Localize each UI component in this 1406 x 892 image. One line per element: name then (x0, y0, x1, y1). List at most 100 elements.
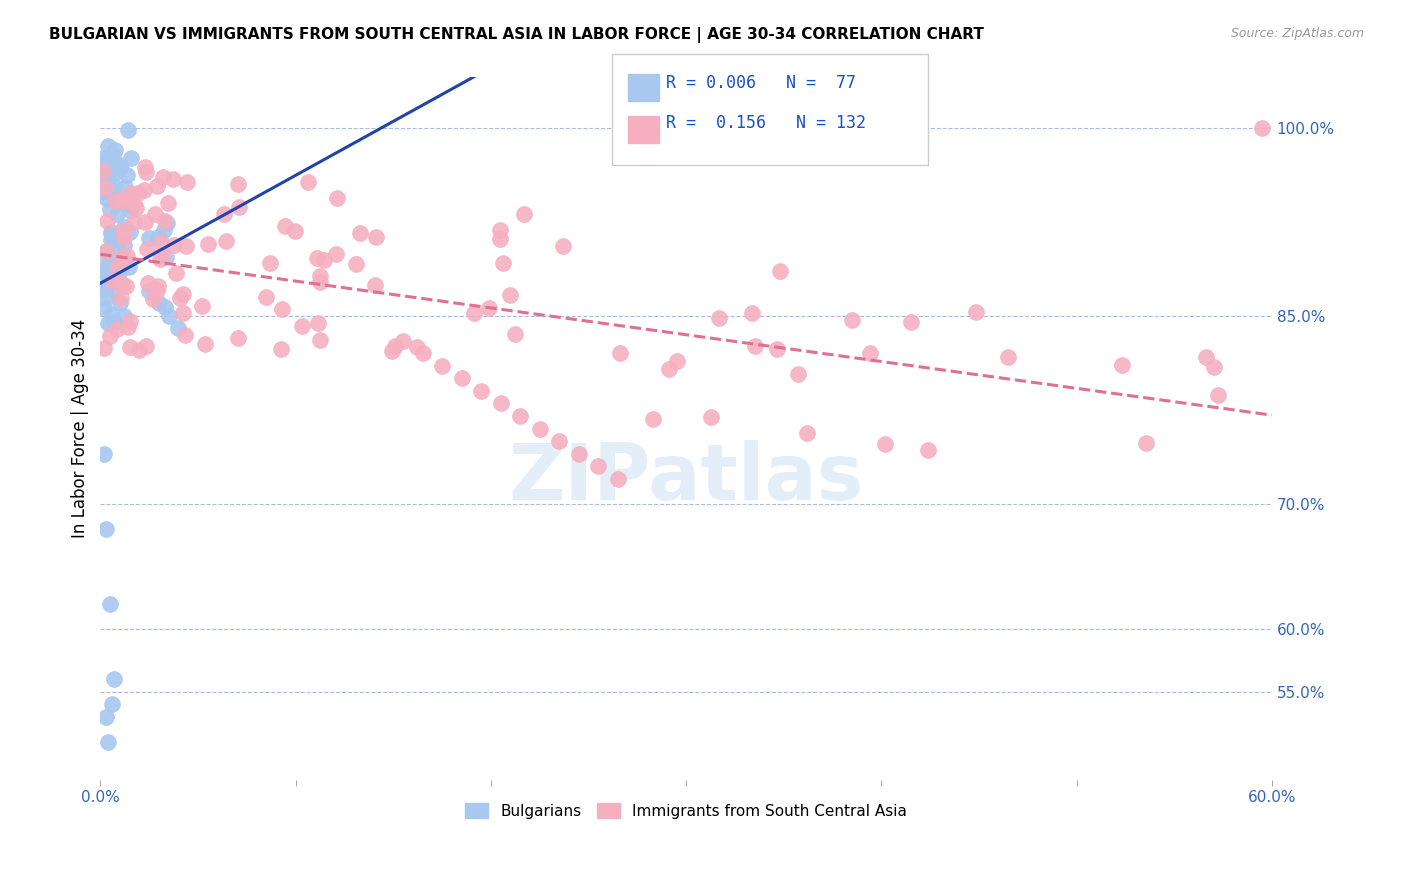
Point (283, 224, 305, 238)
Point (96, 192, 118, 206)
Point (112, 251, 135, 265)
Point (489, 223, 512, 237)
Point (548, 434, 571, 448)
Point (112, 250, 135, 264)
Point (104, 164, 127, 178)
Point (96, 710, 118, 724)
Point (142, 293, 165, 307)
Point (108, 160, 131, 174)
Point (149, 235, 172, 249)
Point (1195, 350, 1218, 364)
Point (291, 318, 314, 333)
Point (94, 181, 117, 195)
Point (215, 235, 238, 249)
Point (93, 341, 115, 355)
Point (197, 236, 219, 251)
Point (529, 421, 551, 435)
Point (117, 320, 139, 334)
Point (917, 442, 939, 457)
Point (1135, 436, 1157, 450)
Point (146, 230, 169, 244)
Point (122, 196, 145, 211)
Point (120, 203, 142, 218)
Point (381, 343, 404, 358)
Point (138, 284, 160, 298)
Point (110, 291, 132, 305)
Point (364, 229, 387, 244)
Point (150, 248, 173, 262)
Point (97, 165, 120, 179)
Point (112, 309, 135, 323)
Point (658, 361, 681, 376)
Point (104, 194, 127, 208)
Point (97, 158, 120, 172)
Point (499, 288, 522, 302)
Point (228, 200, 250, 214)
Point (96, 260, 118, 275)
Point (430, 359, 453, 373)
Text: ZIPatlas: ZIPatlas (509, 440, 863, 516)
Point (115, 249, 138, 263)
Point (172, 306, 194, 320)
Point (93, 167, 115, 181)
Point (138, 276, 160, 290)
Point (1251, 120, 1274, 135)
Point (551, 238, 574, 252)
Text: BULGARIAN VS IMMIGRANTS FROM SOUTH CENTRAL ASIA IN LABOR FORCE | AGE 30-34 CORRE: BULGARIAN VS IMMIGRANTS FROM SOUTH CENTR… (49, 27, 984, 43)
Point (128, 343, 150, 358)
Point (112, 220, 135, 235)
Point (796, 425, 818, 440)
Point (153, 300, 176, 314)
Point (107, 259, 129, 273)
Point (111, 192, 134, 206)
Point (94, 281, 117, 295)
Point (135, 165, 157, 179)
Point (96, 172, 118, 186)
Point (699, 409, 721, 424)
Point (859, 345, 882, 359)
Point (609, 345, 631, 359)
Point (568, 447, 591, 461)
Point (105, 206, 128, 220)
Point (769, 264, 792, 278)
Point (104, 284, 127, 298)
Point (97, 271, 120, 285)
Point (156, 216, 179, 230)
Point (149, 252, 172, 266)
Point (470, 384, 492, 398)
Point (406, 340, 429, 354)
Point (103, 673, 125, 687)
Point (1208, 388, 1230, 402)
Point (259, 255, 281, 269)
Point (191, 299, 214, 313)
Point (120, 226, 142, 240)
Point (873, 437, 896, 451)
Point (766, 342, 789, 356)
Point (97, 278, 120, 293)
Point (134, 160, 156, 174)
Point (118, 260, 141, 275)
Point (172, 286, 194, 301)
Point (163, 237, 186, 252)
Point (588, 459, 610, 474)
Point (176, 175, 198, 189)
Point (107, 274, 129, 288)
Point (118, 339, 141, 353)
Point (156, 196, 179, 211)
Point (505, 327, 527, 342)
Point (900, 315, 922, 329)
Point (308, 269, 330, 284)
Point (108, 195, 131, 210)
Point (349, 226, 371, 240)
Point (93, 301, 115, 315)
Point (665, 354, 688, 368)
Point (96, 273, 118, 287)
Text: Source: ZipAtlas.com: Source: ZipAtlas.com (1230, 27, 1364, 40)
Point (309, 333, 332, 347)
Point (96, 214, 118, 228)
Point (841, 313, 863, 327)
Point (997, 350, 1019, 364)
Point (135, 339, 157, 353)
Point (392, 334, 415, 348)
Point (364, 277, 387, 292)
